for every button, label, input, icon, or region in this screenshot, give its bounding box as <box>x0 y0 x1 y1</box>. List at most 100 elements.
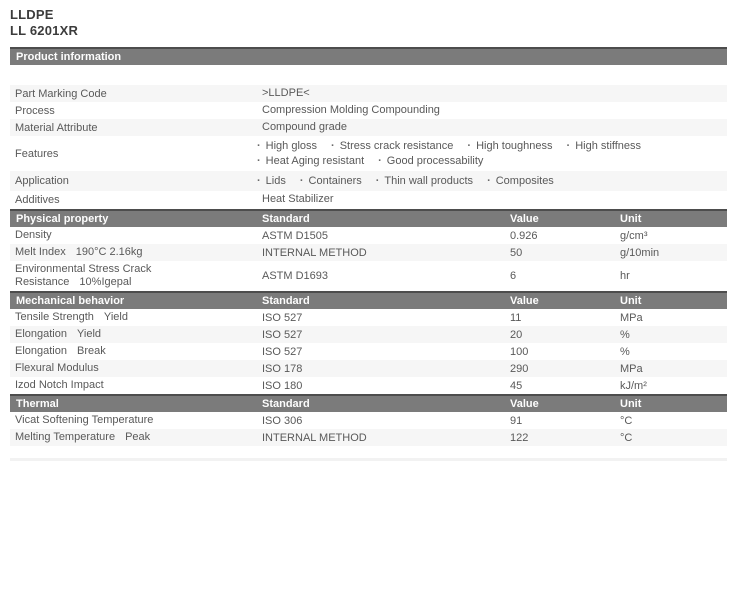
application-item: Thin wall products <box>376 175 473 187</box>
unit-cell: % <box>620 328 630 341</box>
standard-cell: ISO 527 <box>262 328 303 341</box>
column-header-value: Value <box>510 295 539 307</box>
bottom-divider <box>10 458 727 461</box>
property-name: Flexural Modulus <box>15 362 99 374</box>
value-cell: 91 <box>510 414 523 427</box>
table-row-izod-notch-impact: Izod Notch Impact ISO 180 45 kJ/m² <box>10 377 727 394</box>
feature-item: Heat Aging resistant <box>257 155 364 167</box>
property-name: Vicat Softening Temperature <box>15 414 154 426</box>
table-row-escr: Environmental Stress Crack Resistance 10%… <box>10 261 727 291</box>
section-header-mechanical-behavior: Mechanical behavior Standard Value Unit <box>10 291 727 309</box>
standard-cell: ISO 180 <box>262 379 303 392</box>
property-condition: 10%Igepal <box>79 276 132 288</box>
property-value: Compound grade <box>262 121 348 133</box>
table-row-elongation-yield: Elongation Yield ISO 527 20 % <box>10 326 727 343</box>
section-header-physical-property: Physical property Standard Value Unit <box>10 209 727 227</box>
section-spacer <box>10 65 727 85</box>
property-condition: 190°C 2.16kg <box>75 246 143 258</box>
value-cell: 0.926 <box>510 229 538 242</box>
property-value: Heat Stabilizer <box>262 193 334 205</box>
unit-cell: g/10min <box>620 246 660 259</box>
features-line-2: Heat Aging resistant Good processability <box>257 154 727 168</box>
table-row-features: Features High gloss Stress crack resistan… <box>10 136 727 171</box>
table-row-application: Application Lids Containers Thin wall prod… <box>10 171 727 191</box>
unit-cell: kJ/m² <box>620 379 647 392</box>
features-line-1: High gloss Stress crack resistance High to… <box>257 139 727 153</box>
section-title: Mechanical behavior <box>16 295 125 307</box>
table-row-vicat-softening: Vicat Softening Temperature ISO 306 91 °… <box>10 412 727 429</box>
application-line: Lids Containers Thin wall products Composit… <box>257 174 727 188</box>
thermal-table: Vicat Softening Temperature ISO 306 91 °… <box>10 412 727 446</box>
unit-cell: hr <box>620 270 630 282</box>
feature-item: High gloss <box>257 140 317 152</box>
standard-cell: INTERNAL METHOD <box>262 246 367 259</box>
property-name: Environmental Stress Crack Resistance <box>15 263 152 288</box>
section-title: Thermal <box>16 398 59 410</box>
application-item: Containers <box>300 175 362 187</box>
property-label: Process <box>15 104 55 117</box>
table-row-melting-temperature: Melting Temperature Peak INTERNAL METHOD … <box>10 429 727 446</box>
unit-cell: °C <box>620 431 633 444</box>
property-name: Elongation <box>15 345 67 357</box>
property-label: Material Attribute <box>15 121 98 134</box>
value-cell: 6 <box>510 270 517 282</box>
unit-cell: % <box>620 345 630 358</box>
value-cell: 50 <box>510 246 523 259</box>
standard-cell: ASTM D1505 <box>262 229 329 242</box>
property-condition: Yield <box>77 328 102 340</box>
value-cell: 100 <box>510 345 529 358</box>
table-row-material-attribute: Material Attribute Compound grade <box>10 119 727 136</box>
value-cell: 122 <box>510 431 529 444</box>
table-row-flexural-modulus: Flexural Modulus ISO 178 290 MPa <box>10 360 727 377</box>
standard-cell: ISO 178 <box>262 362 303 375</box>
property-name: Density <box>15 229 52 241</box>
section-title: Physical property <box>16 213 109 225</box>
section-header-thermal: Thermal Standard Value Unit <box>10 394 727 412</box>
property-label: Features <box>15 147 59 160</box>
mechanical-behavior-table: Tensile Strength Yield ISO 527 11 MPa Elo… <box>10 309 727 394</box>
standard-cell: INTERNAL METHOD <box>262 431 367 444</box>
column-header-unit: Unit <box>620 398 642 410</box>
property-name: Melting Temperature <box>15 431 116 443</box>
value-cell: 45 <box>510 379 523 392</box>
property-condition: Peak <box>125 431 151 443</box>
table-row-density: Density ASTM D1505 0.926 g/cm³ <box>10 227 727 244</box>
table-row-tensile-strength: Tensile Strength Yield ISO 527 11 MPa <box>10 309 727 326</box>
table-row-part-marking-code: Part Marking Code >LLDPE< <box>10 85 727 102</box>
value-cell: 11 <box>510 311 522 324</box>
datasheet-body: Product information Part Marking Code >L… <box>10 47 727 461</box>
property-name: Izod Notch Impact <box>15 379 104 391</box>
property-value: >LLDPE< <box>262 87 310 99</box>
standard-cell: ISO 527 <box>262 345 303 358</box>
column-header-standard: Standard <box>262 295 310 307</box>
feature-item: High stiffness <box>567 140 642 152</box>
grade-name: LL 6201XR <box>10 23 79 38</box>
features-list: High gloss Stress crack resistance High to… <box>257 138 727 169</box>
unit-cell: MPa <box>620 311 643 324</box>
product-info-table: Part Marking Code >LLDPE< Process Compre… <box>10 85 727 208</box>
standard-cell: ISO 306 <box>262 414 303 427</box>
column-header-unit: Unit <box>620 213 642 225</box>
column-header-value: Value <box>510 213 539 225</box>
table-row-melt-index: Melt Index 190°C 2.16kg INTERNAL METHOD 5… <box>10 244 727 261</box>
physical-property-table: Density ASTM D1505 0.926 g/cm³ Melt Inde… <box>10 227 727 291</box>
feature-item: High toughness <box>467 140 552 152</box>
value-cell: 290 <box>510 362 529 375</box>
column-header-standard: Standard <box>262 213 310 225</box>
product-family: LLDPE <box>10 7 54 22</box>
title-block: LLDPE LL 6201XR <box>0 0 744 39</box>
column-header-value: Value <box>510 398 539 410</box>
standard-cell: ISO 527 <box>262 311 303 324</box>
property-name: Tensile Strength <box>15 311 94 323</box>
property-label: Additives <box>15 193 60 206</box>
property-name: Melt Index <box>15 246 66 258</box>
column-header-unit: Unit <box>620 295 642 307</box>
property-label: Application <box>15 175 69 187</box>
property-value: Compression Molding Compounding <box>262 104 440 116</box>
property-condition: Yield <box>103 311 128 323</box>
application-list: Lids Containers Thin wall products Composit… <box>257 173 727 189</box>
unit-cell: °C <box>620 414 633 427</box>
property-name: Elongation <box>15 328 67 340</box>
standard-cell: ASTM D1693 <box>262 270 329 282</box>
